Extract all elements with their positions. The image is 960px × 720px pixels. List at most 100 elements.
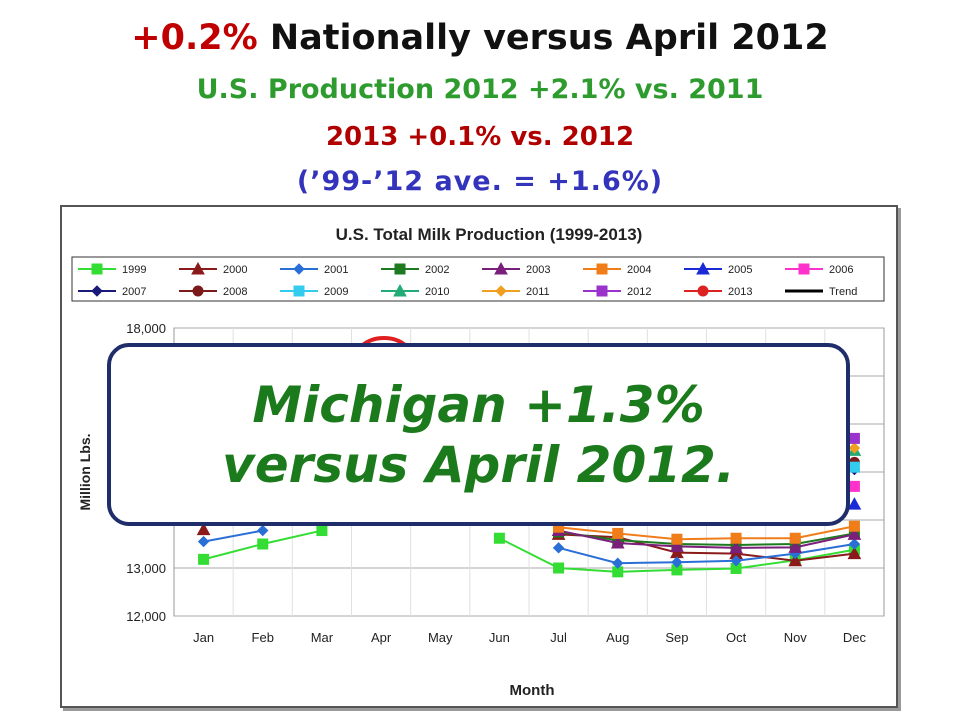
data-point — [730, 532, 742, 544]
data-point — [670, 539, 684, 552]
series-line — [558, 543, 855, 565]
data-point — [848, 442, 861, 454]
data-point — [610, 535, 625, 549]
y-tick-label: 12,000 — [126, 609, 166, 624]
legend-entry: 2005 — [684, 261, 752, 276]
legend-marker — [495, 285, 507, 297]
legend-marker — [596, 285, 608, 297]
data-point — [552, 542, 565, 554]
data-point — [848, 461, 860, 473]
legend-marker — [798, 263, 810, 275]
legend-marker — [697, 285, 709, 297]
x-tick-label: Jan — [193, 630, 214, 645]
data-point — [729, 540, 743, 554]
y-tick-label: 13,000 — [126, 561, 166, 576]
headline-2013: 2013 +0.1% vs. 2012 — [325, 122, 635, 152]
data-point — [788, 540, 803, 553]
data-point — [847, 497, 862, 510]
legend-label: 2007 — [122, 286, 146, 298]
legend-label: 2012 — [627, 286, 651, 298]
data-point — [788, 553, 803, 567]
data-point — [316, 525, 328, 537]
data-point — [198, 553, 210, 565]
legend-entry: 2000 — [179, 261, 247, 276]
x-tick-label: Oct — [726, 630, 747, 645]
legend-entry: 2003 — [482, 261, 550, 276]
legend: 1999 2000 2001 2002 2003 2004 2005 2006 2007 2008… — [78, 261, 857, 298]
legend-entry: Trend — [785, 286, 857, 298]
data-point — [848, 520, 860, 532]
series-2001 — [197, 524, 861, 569]
data-point — [196, 522, 211, 536]
data-point — [847, 527, 862, 540]
y-axis-ticks: 12,000 13,000 18,000 — [126, 321, 166, 624]
legend-entry: 2013 — [684, 285, 752, 298]
data-point — [257, 538, 269, 550]
data-point — [612, 527, 624, 539]
x-tick-label: Jun — [489, 630, 510, 645]
legend-label: 2005 — [728, 264, 752, 276]
legend-label: 2001 — [324, 264, 348, 276]
legend-marker — [494, 261, 508, 275]
series-line — [558, 533, 855, 562]
data-point — [493, 532, 505, 544]
legend-label: 2006 — [829, 264, 853, 276]
chart-title: U.S. Total Milk Production (1999-2013) — [336, 225, 643, 244]
x-tick-label: Dec — [843, 630, 867, 645]
series-line — [558, 529, 855, 549]
legend-entry: 1999 — [78, 263, 146, 276]
legend-box — [71, 256, 885, 302]
data-point — [257, 524, 269, 537]
callout-line-2: versus April 2012. — [222, 435, 735, 494]
legend-marker — [394, 263, 406, 275]
legend-marker — [696, 261, 710, 275]
series-line — [203, 529, 263, 543]
headline-average: (’99-’12 ave. = +1.6%) — [296, 166, 664, 197]
data-point — [789, 532, 801, 544]
data-point — [848, 538, 861, 550]
legend-label: 2009 — [324, 286, 348, 298]
legend-entry: 2006 — [785, 263, 853, 276]
legend-marker — [293, 263, 305, 275]
series-2009 — [848, 461, 860, 473]
data-point — [197, 535, 210, 548]
x-tick-label: Apr — [371, 630, 392, 645]
legend-label: 2003 — [526, 264, 550, 276]
legend-entry: 2011 — [482, 285, 550, 298]
headline-us-production: U.S. Production 2012 +2.1% vs. 2011 — [196, 74, 764, 105]
headline-national: +0.2% Nationally versus April 2012 — [0, 18, 960, 58]
data-point — [671, 533, 683, 545]
series-2006 — [848, 480, 860, 492]
series-2012 — [848, 432, 860, 444]
data-point — [730, 555, 742, 567]
legend-entry: 2001 — [280, 263, 348, 276]
data-point — [848, 432, 860, 444]
series-2004 — [553, 520, 860, 545]
x-tick-label: Nov — [784, 630, 808, 645]
x-tick-label: Feb — [252, 630, 274, 645]
legend-label: 2008 — [223, 286, 247, 298]
series-2011 — [848, 442, 861, 454]
legend-entry: 2009 — [280, 285, 348, 298]
legend-marker — [393, 283, 407, 297]
legend-label: 2002 — [425, 264, 449, 276]
legend-marker — [293, 285, 305, 297]
x-axis-ticks: Jan Feb Mar Apr May Jun Jul Aug Sep Oct Nov Dec — [193, 630, 866, 645]
legend-marker — [596, 263, 608, 275]
y-axis-label: Million Lbs. — [77, 434, 93, 511]
headline-national-pct: +0.2% — [131, 18, 258, 58]
data-point — [847, 546, 862, 560]
legend-label: Trend — [829, 286, 857, 298]
legend-entry: 2004 — [583, 263, 651, 276]
x-tick-label: Jul — [550, 630, 567, 645]
data-point — [671, 556, 683, 568]
x-tick-label: Aug — [606, 630, 629, 645]
legend-marker — [91, 263, 103, 275]
legend-label: 2013 — [728, 286, 752, 298]
legend-marker — [191, 261, 205, 275]
legend-label: 1999 — [122, 264, 146, 276]
legend-entry: 2002 — [381, 263, 449, 276]
legend-marker — [192, 285, 204, 297]
legend-label: 2011 — [526, 286, 550, 298]
legend-label: 2000 — [223, 264, 247, 276]
